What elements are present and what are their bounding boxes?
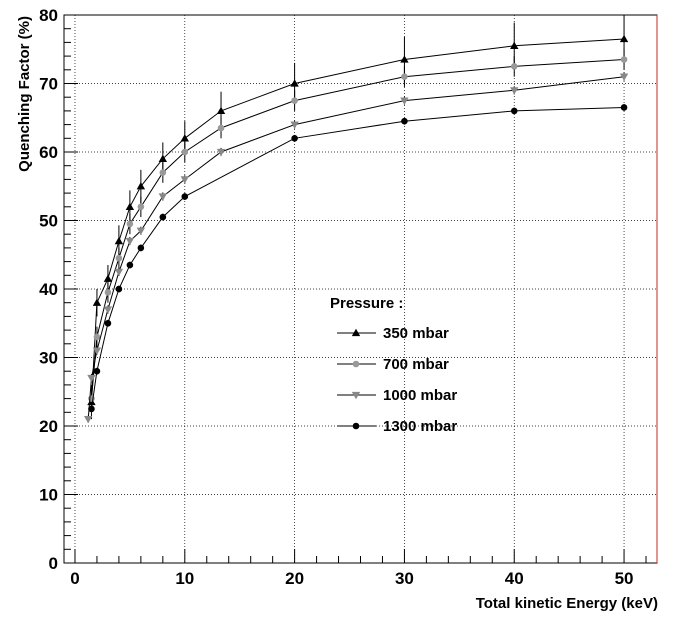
data-point [216,148,226,157]
data-point [290,79,299,87]
y-tick-label: 80 [39,6,58,25]
data-point [104,319,112,327]
data-point [114,268,124,277]
data-point [104,289,112,296]
data-point [181,193,189,200]
data-point [510,41,519,49]
data-point [400,97,409,105]
data-point [291,135,298,142]
legend-title: Pressure : [330,295,403,312]
data-point [115,254,123,262]
data-point [290,121,299,129]
x-tick-label: 20 [285,569,304,588]
x-axis-label: Total kinetic Energy (keV) [476,595,658,612]
data-point [126,220,134,228]
legend-label: 350 mbar [383,325,449,342]
data-point [620,104,628,111]
legend-marker [352,422,360,430]
data-point [103,274,113,282]
data-point [510,63,518,70]
series-700-mbar [88,49,628,409]
data-point [93,367,101,375]
data-point [510,107,518,115]
data-point [217,124,225,132]
x-tick-label: 10 [175,569,194,588]
data-point [158,193,168,201]
data-point [92,298,102,306]
y-tick-label: 50 [39,212,58,231]
series-1300-mbar [88,104,628,413]
data-point [137,203,145,211]
data-series [83,15,629,424]
data-point [181,148,189,156]
data-point [93,333,101,341]
data-point [114,236,124,245]
legend-label: 700 mbar [383,356,449,373]
data-point [159,213,167,221]
x-tick-label: 30 [395,569,414,588]
data-point [510,87,519,95]
data-point [180,176,189,184]
y-tick-label: 0 [49,554,58,573]
data-point [125,202,135,210]
series-line [91,107,625,409]
data-point [159,169,167,176]
data-point [125,237,135,246]
series-1000-mbar [83,72,629,424]
data-point [126,261,134,269]
data-point [400,55,409,63]
data-point [136,227,146,235]
y-tick-label: 40 [39,280,58,299]
data-point [136,182,146,190]
data-point [137,244,145,252]
data-point [401,73,408,80]
y-tick-label: 20 [39,417,58,436]
y-tick-label: 70 [39,75,58,94]
data-point [291,97,298,104]
legend-label: 1300 mbar [383,418,457,435]
x-tick-label: 0 [70,569,79,588]
y-tick-label: 30 [39,349,58,368]
data-point [115,285,123,293]
data-point [88,405,95,413]
series-line [87,76,625,420]
y-tick-label: 10 [39,486,58,505]
legend-marker [351,328,361,337]
x-tick-label: 40 [505,569,524,588]
series-350-mbar [87,15,629,420]
legend-marker [351,391,361,400]
data-point [180,134,189,142]
axes: 0 10 20 30 40 50 60 70 80 0 10 20 30 40 50 [39,6,658,588]
data-point [620,56,628,63]
data-point [92,347,102,355]
data-point [87,374,96,383]
data-point [619,34,629,43]
data-point [103,306,113,314]
data-point [216,106,226,115]
x-tick-label: 50 [615,569,634,588]
data-point [401,117,408,125]
legend-label: 1000 mbar [383,387,457,404]
grid-lines [64,15,657,563]
y-tick-label: 60 [39,143,58,162]
y-axis-label: Quenching Factor (%) [16,16,33,172]
data-point [158,154,168,162]
data-point [83,416,93,424]
legend-marker [352,360,360,368]
legend: Pressure : 350 mbar 700 mbar 1000 mbar 1300 … [330,295,457,435]
data-point [619,73,629,81]
